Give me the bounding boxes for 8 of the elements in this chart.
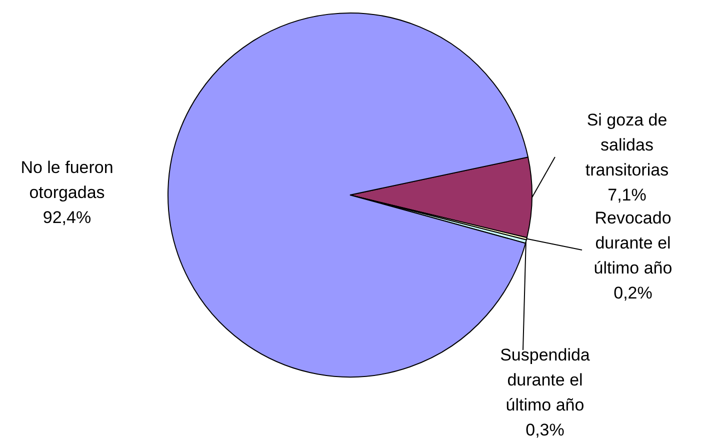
data-label: 0,3%	[526, 420, 564, 439]
slice-label: No le fueron otorgadas	[20, 158, 114, 202]
data-label: 92,4%	[42, 208, 92, 226]
data-label: 0,2%	[614, 283, 652, 302]
data-label: 7,1%	[608, 185, 646, 204]
slice-label: Suspendida durante el último año	[500, 345, 590, 414]
slice-label: Si goza de salidas transitorias	[585, 110, 669, 179]
slice-label: Revocado durante el último año	[594, 208, 672, 277]
